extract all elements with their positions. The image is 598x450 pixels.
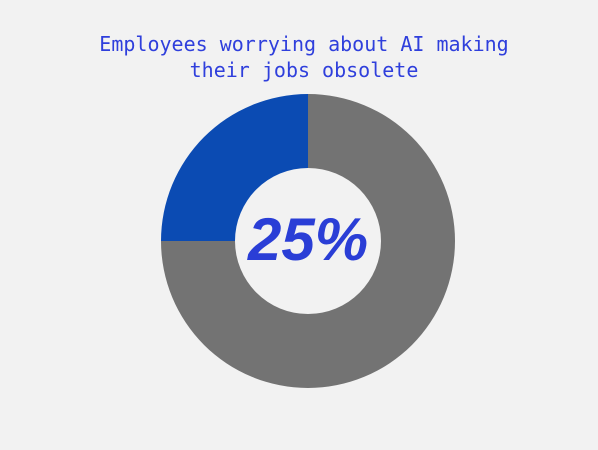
donut-slice [161, 94, 455, 388]
center-label: 25% [247, 206, 368, 273]
donut-slice [161, 94, 308, 241]
chart-title: Employees worrying about AI making their… [99, 32, 509, 82]
donut [161, 94, 455, 388]
